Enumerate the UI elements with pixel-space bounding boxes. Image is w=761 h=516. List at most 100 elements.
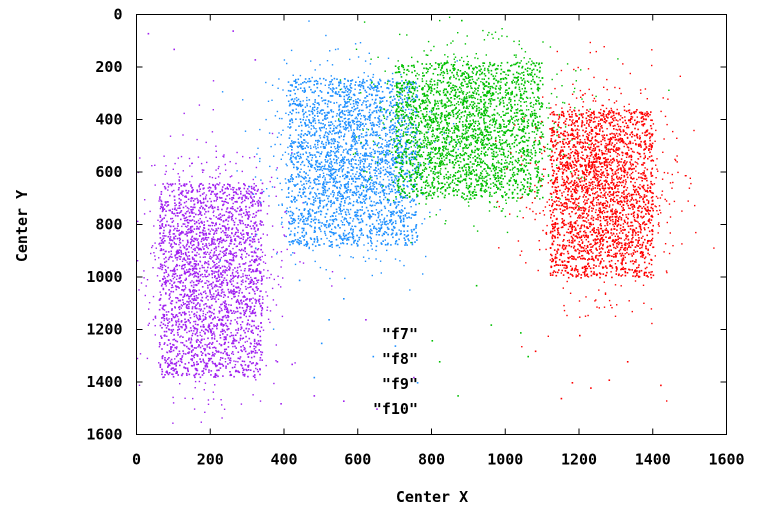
data-point <box>345 120 347 123</box>
data-point <box>367 144 369 146</box>
data-point <box>193 290 196 292</box>
data-point <box>376 90 378 93</box>
data-point <box>216 324 219 326</box>
data-point <box>216 198 218 200</box>
data-point <box>380 224 383 226</box>
data-point <box>364 118 367 120</box>
data-point <box>227 261 229 263</box>
data-point <box>169 245 172 247</box>
data-point <box>297 104 300 106</box>
data-point <box>336 141 339 143</box>
data-point <box>193 220 196 222</box>
data-point <box>293 252 296 254</box>
data-point <box>362 184 365 187</box>
data-point <box>199 194 202 197</box>
data-point <box>146 357 149 360</box>
data-point <box>143 270 145 272</box>
data-point <box>243 269 246 272</box>
data-point <box>375 245 378 248</box>
data-point <box>303 221 305 223</box>
data-point <box>404 195 407 197</box>
data-point <box>300 240 302 243</box>
data-point <box>194 238 197 241</box>
data-point <box>200 281 203 283</box>
data-point <box>194 265 197 267</box>
data-point <box>238 263 241 265</box>
data-point <box>196 335 199 337</box>
data-point <box>224 300 227 302</box>
data-point <box>331 83 334 86</box>
data-point <box>229 359 232 362</box>
data-point <box>225 210 228 213</box>
data-point <box>219 294 221 297</box>
data-point <box>211 205 214 208</box>
data-point <box>163 229 165 232</box>
data-point <box>280 251 283 253</box>
data-point <box>164 187 167 190</box>
data-point <box>256 287 258 289</box>
data-point <box>161 368 163 371</box>
data-point <box>212 255 215 257</box>
data-point <box>241 253 243 256</box>
data-point <box>170 250 172 253</box>
data-point <box>362 195 365 197</box>
data-point <box>374 86 377 88</box>
data-point <box>195 284 197 286</box>
data-point <box>175 322 178 324</box>
data-point <box>171 256 173 258</box>
data-point <box>379 260 382 262</box>
data-point <box>190 241 192 243</box>
data-point <box>375 182 378 185</box>
data-point <box>259 357 262 359</box>
data-point <box>138 384 141 386</box>
data-point <box>162 287 165 290</box>
data-point <box>251 193 254 195</box>
data-point <box>179 242 182 244</box>
data-point <box>226 227 228 230</box>
data-point <box>236 151 238 154</box>
data-point <box>364 186 367 189</box>
data-point <box>244 268 246 270</box>
data-point <box>390 213 392 216</box>
data-point <box>354 84 356 86</box>
data-point <box>375 134 377 137</box>
data-point <box>191 311 193 313</box>
data-point <box>176 212 179 214</box>
data-point <box>308 121 311 124</box>
data-point <box>314 101 316 103</box>
data-point <box>188 275 190 277</box>
data-point <box>192 332 194 335</box>
data-point <box>225 316 228 319</box>
data-point <box>355 103 357 105</box>
data-point <box>391 124 394 126</box>
data-point <box>374 204 376 207</box>
data-point <box>208 359 211 361</box>
data-point <box>207 295 209 297</box>
data-point <box>253 259 256 261</box>
data-point <box>375 110 378 112</box>
data-point <box>262 261 265 263</box>
data-point <box>214 276 216 278</box>
data-point <box>245 208 247 211</box>
data-point <box>178 323 181 326</box>
data-point <box>339 195 341 198</box>
data-point <box>270 273 272 276</box>
data-point <box>187 369 189 371</box>
data-point <box>359 156 361 159</box>
data-point <box>386 214 388 217</box>
data-point <box>245 328 247 330</box>
data-point <box>293 199 295 201</box>
data-point <box>176 256 178 259</box>
data-point <box>165 281 168 284</box>
data-point <box>253 338 256 341</box>
data-point <box>300 180 302 183</box>
data-point <box>173 238 175 240</box>
data-point <box>337 148 340 151</box>
data-point <box>198 222 200 225</box>
data-point <box>191 212 193 214</box>
data-point <box>237 295 240 297</box>
data-point <box>261 251 264 253</box>
data-point <box>200 202 202 205</box>
data-point <box>409 91 411 93</box>
data-point <box>222 255 225 257</box>
